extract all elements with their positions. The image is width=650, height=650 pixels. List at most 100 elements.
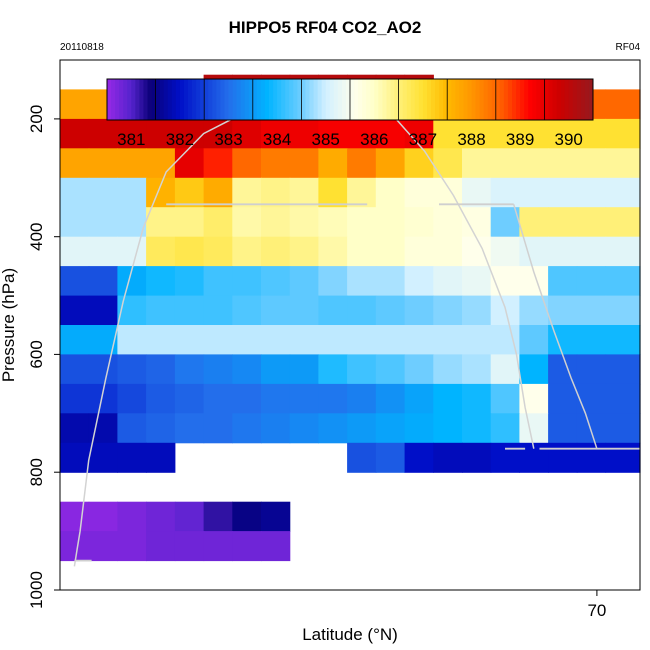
colorbar: 381 382 383 384 385 386 387 388 389 390 — [106, 78, 594, 149]
heatmap-cell — [548, 148, 578, 179]
heatmap-cell — [605, 383, 641, 414]
heatmap-cell — [203, 118, 233, 149]
heatmap-cell — [232, 501, 262, 532]
heatmap-cell — [375, 148, 406, 179]
colorbar-swatch — [277, 79, 282, 120]
colorbar-swatch — [147, 79, 152, 120]
heatmap-cell — [462, 295, 492, 326]
colorbar-tick-label: 381 — [117, 130, 145, 149]
heatmap-cell — [232, 531, 262, 562]
y-tick-label: 600 — [27, 340, 46, 368]
heatmap-cell — [462, 118, 492, 149]
heatmap-cell — [60, 354, 90, 385]
heatmap-cell — [146, 354, 176, 385]
heatmap-cell — [289, 148, 319, 179]
heatmap-cell — [232, 354, 262, 385]
heatmap-cell — [146, 413, 176, 444]
heatmap-cell — [490, 383, 520, 414]
heatmap-cell — [261, 531, 291, 562]
colorbar-swatch — [398, 79, 404, 120]
heatmap-cell — [261, 354, 291, 385]
heatmap-cell — [519, 295, 549, 326]
heatmap-cell — [88, 325, 118, 355]
heatmap-cell — [289, 118, 319, 149]
heatmap-cell — [404, 413, 434, 444]
heatmap-cell — [548, 295, 578, 326]
heatmap-cell — [548, 207, 578, 238]
heatmap-cell — [605, 236, 641, 267]
colorbar-swatch — [289, 79, 294, 120]
heatmap-cell — [261, 295, 291, 326]
heatmap-cell — [174, 413, 205, 444]
heatmap-cell — [117, 236, 147, 267]
heatmap-cell — [576, 354, 607, 385]
colorbar-tick-label: 383 — [214, 130, 242, 149]
colorbar-swatch — [313, 79, 318, 120]
heatmap-cell — [60, 207, 90, 238]
colorbar-swatch — [455, 79, 460, 120]
heatmap-cell — [462, 413, 492, 444]
colorbar-swatch — [479, 79, 485, 120]
heatmap-cell — [347, 325, 377, 355]
heatmap-cell — [433, 383, 463, 414]
colorbar-swatch — [167, 79, 173, 120]
heatmap-cell — [88, 236, 118, 267]
colorbar-swatch — [236, 79, 242, 120]
heatmap-cell — [490, 148, 520, 179]
heatmap-cell — [576, 148, 607, 179]
heatmap-cell — [60, 118, 90, 149]
heatmap-cell — [289, 177, 319, 208]
heatmap-cell — [548, 383, 578, 414]
colorbar-swatch — [192, 79, 197, 120]
colorbar-swatch — [240, 79, 246, 120]
heatmap-cell — [433, 236, 463, 267]
heatmap-cell — [60, 531, 90, 562]
heatmap-cell — [519, 354, 549, 385]
heatmap-cell — [347, 383, 377, 414]
flight-track — [73, 115, 640, 567]
heatmap-cell — [347, 295, 377, 326]
y-axis: 200 400 600 800 1000 — [27, 105, 60, 609]
heatmap-cell — [261, 501, 291, 532]
heatmap-cell — [462, 177, 492, 208]
colorbar-swatch — [516, 79, 521, 120]
heatmap-cell — [490, 177, 520, 208]
colorbar-swatch — [333, 79, 339, 120]
colorbar-swatch — [151, 79, 156, 120]
colorbar-swatch — [337, 79, 343, 120]
heatmap-cell — [318, 266, 348, 297]
heatmap-cell — [490, 118, 520, 149]
colorbar-swatch — [350, 79, 355, 120]
heatmap-cell — [174, 207, 205, 238]
heatmap-cell — [576, 266, 607, 297]
heatmap-cell — [605, 89, 641, 120]
colorbar-swatch — [556, 79, 561, 120]
colorbar-swatch — [293, 79, 298, 120]
colorbar-swatch — [370, 79, 375, 120]
heatmap-cell — [203, 501, 233, 532]
colorbar-swatch — [341, 79, 347, 120]
heatmap-cell — [490, 207, 520, 238]
heatmap-cell — [462, 148, 492, 179]
colorbar-swatch — [463, 79, 468, 120]
heatmap-cell — [203, 177, 233, 208]
colorbar-swatch — [439, 79, 444, 120]
colorbar-swatch — [503, 79, 509, 120]
heatmap-cell — [203, 207, 233, 238]
heatmap-cell — [404, 354, 434, 385]
heatmap-cell — [289, 413, 319, 444]
y-tick-label: 1000 — [27, 571, 46, 609]
heatmap-cell — [60, 442, 90, 473]
heatmap-cell — [318, 383, 348, 414]
colorbar-swatch — [471, 79, 476, 120]
y-tick-label: 200 — [27, 105, 46, 133]
heatmap-cell — [347, 413, 377, 444]
heatmap-cell — [117, 442, 147, 473]
colorbar-swatch — [390, 79, 395, 120]
flight-track-descent — [512, 204, 598, 449]
colorbar-swatch — [483, 79, 489, 120]
heatmap-cell — [548, 177, 578, 208]
heatmap-cell — [548, 325, 578, 355]
heatmap-cell — [347, 266, 377, 297]
heatmap-cell — [203, 295, 233, 326]
